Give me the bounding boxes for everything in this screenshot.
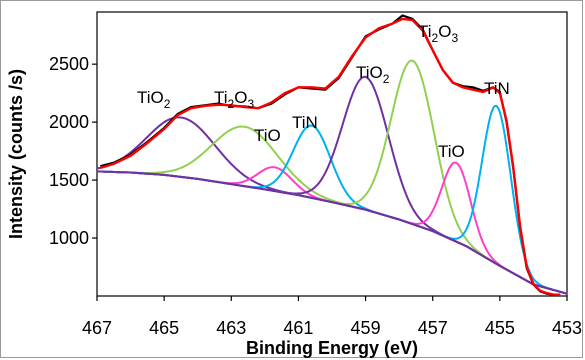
peak-label-subscript: 2 bbox=[164, 97, 171, 111]
plot-area bbox=[96, 11, 568, 297]
x-tick-label: 455 bbox=[485, 318, 515, 338]
peak-label-part: TiO bbox=[356, 63, 383, 82]
peak-label-subscript: 2 bbox=[432, 31, 439, 45]
peak-label-subscript: 3 bbox=[451, 31, 458, 45]
baseline-curve bbox=[96, 170, 568, 295]
curves-group bbox=[96, 14, 568, 297]
peak-label-5: Ti2O3 bbox=[418, 22, 458, 45]
peak-label-part: TiO bbox=[254, 126, 281, 145]
fit-envelope-curve bbox=[100, 17, 561, 297]
axes-group: 467 465 463 461 459 457 455 453 1000 1500 2000 2500 bbox=[49, 54, 582, 338]
peak-label-subscript: 2 bbox=[228, 97, 235, 111]
peak-label-4: TiO2 bbox=[356, 63, 390, 86]
y-axis-title: Intensity (counts /s) bbox=[6, 69, 26, 239]
y-tick-label: 1500 bbox=[49, 170, 89, 190]
peak-label-subscript: 2 bbox=[383, 72, 390, 86]
x-tick-label: 459 bbox=[351, 318, 381, 338]
peak-label-part: Ti bbox=[418, 22, 432, 41]
peak-label-part: Ti bbox=[214, 88, 228, 107]
peak-label-7: TiN bbox=[484, 79, 510, 98]
peak-label-part: TiN bbox=[292, 113, 318, 132]
x-tick-label: 467 bbox=[82, 318, 112, 338]
peak-label-part: O bbox=[234, 88, 247, 107]
peak-label-2: TiO bbox=[254, 126, 281, 145]
peak-label-subscript: 3 bbox=[247, 97, 254, 111]
x-axis-title: Binding Energy (eV) bbox=[246, 338, 418, 358]
peak-label-6: TiO bbox=[438, 142, 465, 161]
x-tick-label: 463 bbox=[216, 318, 246, 338]
y-tick-label: 2000 bbox=[49, 112, 89, 132]
x-tick-label: 465 bbox=[149, 318, 179, 338]
peak-label-part: TiO bbox=[137, 88, 164, 107]
peak-label-0: TiO2 bbox=[137, 88, 171, 111]
y-tick-label: 2500 bbox=[49, 54, 89, 74]
peak-label-3: TiN bbox=[292, 113, 318, 132]
peak-label-part: O bbox=[438, 22, 451, 41]
x-tick-label: 453 bbox=[552, 318, 582, 338]
y-tick-label: 1000 bbox=[49, 228, 89, 248]
peak-label-part: TiO bbox=[438, 142, 465, 161]
plot-border bbox=[96, 11, 568, 297]
x-tick-label: 461 bbox=[283, 318, 313, 338]
x-tick-label: 457 bbox=[418, 318, 448, 338]
peak-label-part: TiN bbox=[484, 79, 510, 98]
peak-label-1: Ti2O3 bbox=[214, 88, 254, 111]
